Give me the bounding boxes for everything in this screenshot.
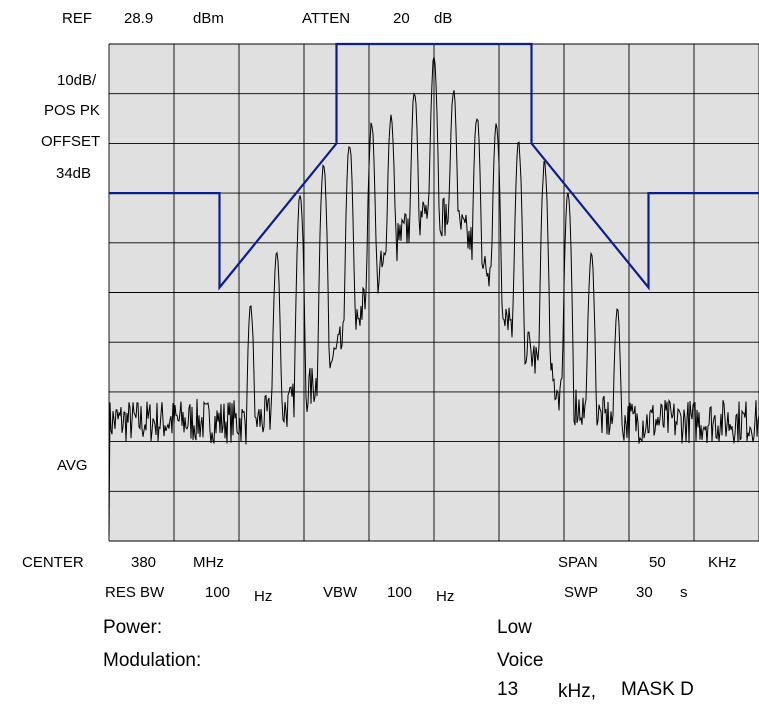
- atten-label: ATTEN: [302, 10, 351, 27]
- spectrum-trace-line: [108, 56, 759, 537]
- span-value: 50: [649, 554, 666, 571]
- center-unit: MHz: [193, 554, 224, 571]
- center-label: CENTER: [22, 554, 84, 571]
- vbw-unit: Hz: [436, 588, 455, 605]
- atten-unit: dB: [434, 10, 453, 27]
- avg-label: AVG: [57, 457, 88, 474]
- resbw-label: RES BW: [105, 584, 165, 601]
- spacing-unit: kHz,: [558, 681, 596, 702]
- power-label: Power:: [103, 617, 163, 638]
- swp-unit: s: [680, 584, 688, 601]
- offset-label: OFFSET: [41, 133, 101, 150]
- resbw-unit: Hz: [254, 588, 273, 605]
- swp-value: 30: [636, 584, 653, 601]
- ref-unit: dBm: [193, 10, 224, 27]
- resbw-value: 100: [205, 584, 231, 601]
- modulation-value: Voice: [497, 650, 544, 671]
- power-value: Low: [497, 617, 532, 638]
- offset-value: 34dB: [56, 165, 92, 182]
- span-label: SPAN: [558, 554, 598, 571]
- atten-value: 20: [393, 10, 410, 27]
- vbw-value: 100: [387, 584, 413, 601]
- swp-label: SWP: [564, 584, 599, 601]
- ref-value: 28.9: [124, 10, 154, 27]
- ref-label: REF: [62, 10, 92, 27]
- spacing-value: 13: [497, 679, 519, 700]
- span-unit: KHz: [708, 554, 737, 571]
- center-value: 380: [131, 554, 157, 571]
- scale-label: 10dB/: [57, 72, 97, 89]
- modulation-label: Modulation:: [103, 650, 202, 671]
- vbw-label: VBW: [323, 584, 358, 601]
- mask-line: [109, 42, 759, 291]
- mask-value: MASK D: [621, 679, 694, 700]
- detector-label: POS PK: [44, 102, 100, 119]
